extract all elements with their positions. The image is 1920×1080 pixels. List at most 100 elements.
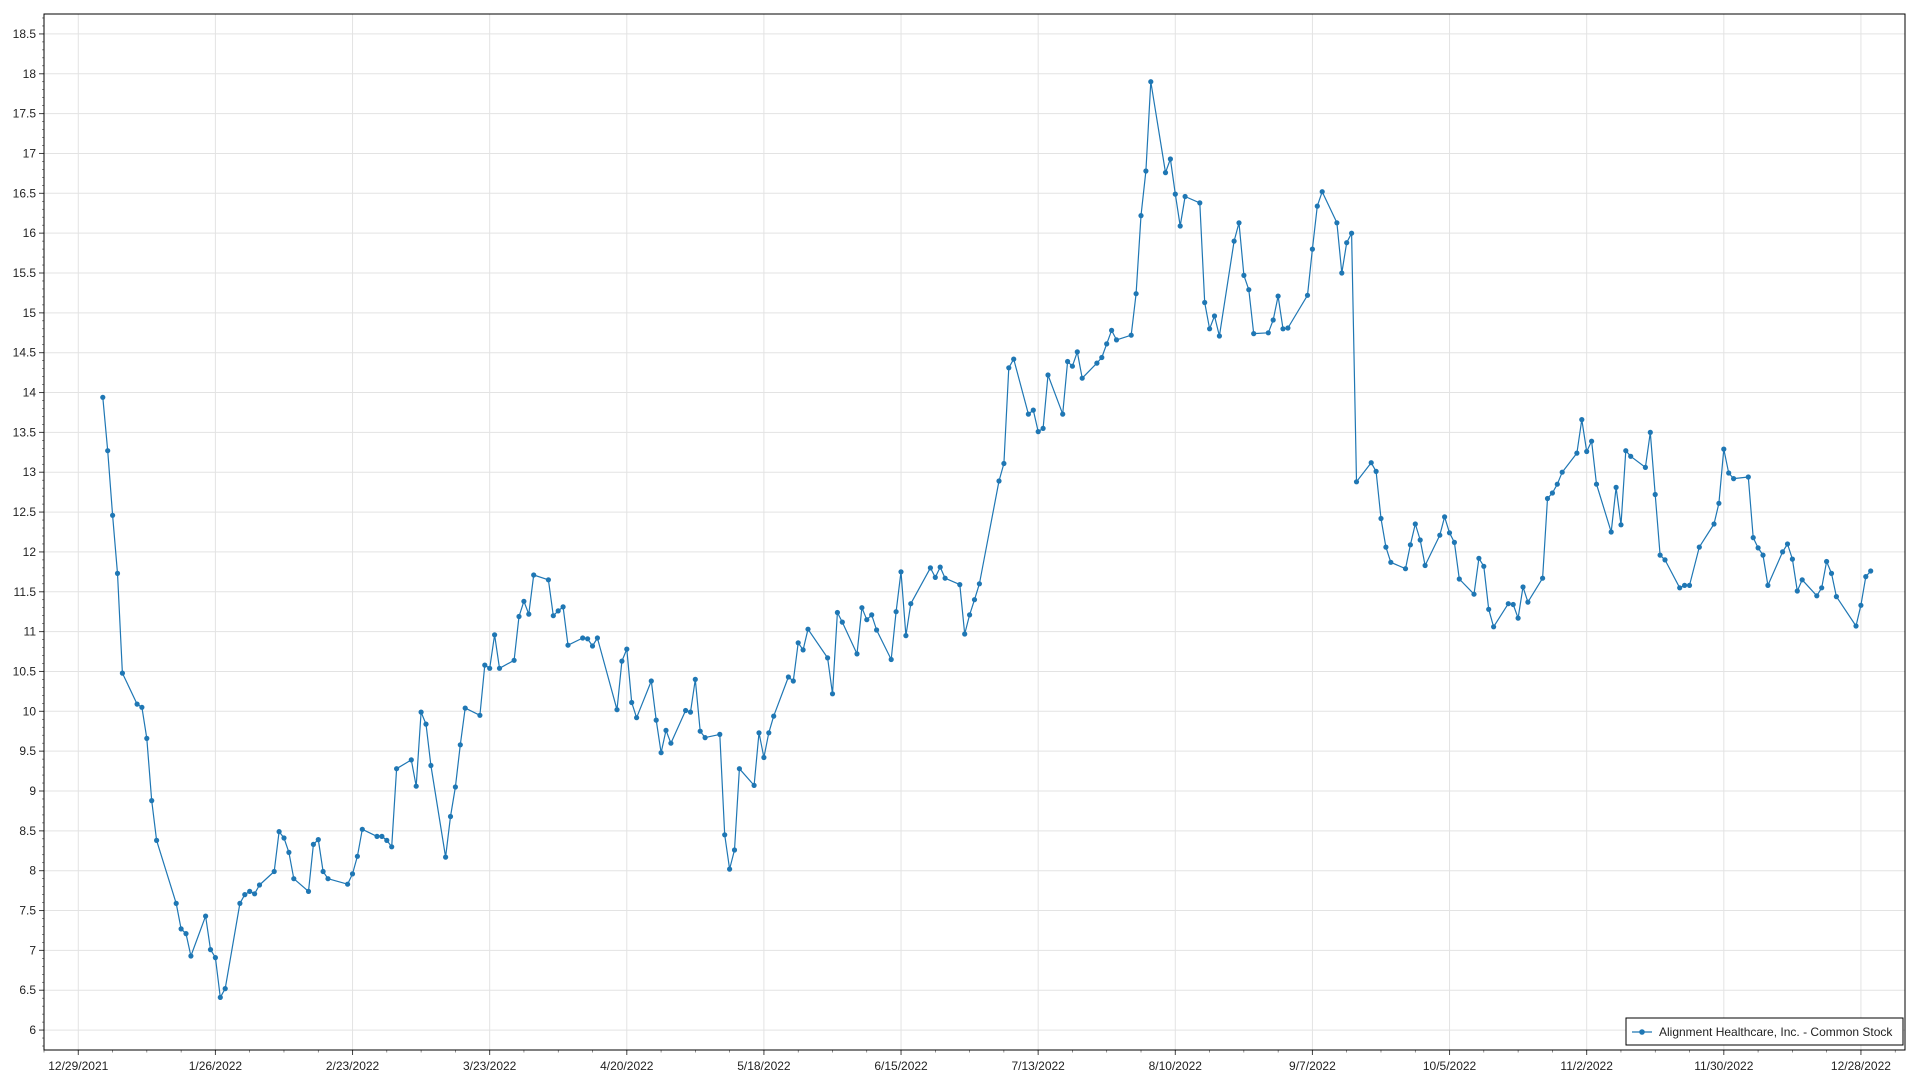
data-point: [976, 581, 983, 587]
data-point: [957, 582, 963, 588]
x-tick-label: 6/15/2022: [874, 1059, 928, 1073]
data-point: [1559, 469, 1565, 475]
data-point: [1216, 333, 1222, 339]
data-point: [408, 757, 414, 763]
data-point: [1853, 623, 1859, 629]
data-point: [203, 913, 209, 919]
data-point: [1868, 568, 1874, 574]
data-point: [1618, 522, 1624, 528]
data-point: [188, 953, 194, 959]
data-point: [555, 608, 561, 614]
data-point: [1686, 582, 1693, 589]
data-point: [1652, 491, 1658, 498]
data-point: [1731, 476, 1737, 482]
data-point: [1799, 577, 1805, 583]
data-point: [800, 647, 806, 653]
data-point: [1589, 438, 1595, 444]
data-point: [516, 613, 522, 620]
data-point: [1696, 544, 1702, 550]
data-point: [771, 713, 777, 719]
data-point: [565, 642, 571, 648]
data-point: [482, 662, 488, 668]
data-point: [702, 735, 708, 741]
data-point: [854, 651, 860, 657]
data-point: [967, 612, 973, 618]
data-point: [1623, 448, 1629, 454]
data-point: [1388, 559, 1394, 565]
x-tick-label: 4/20/2022: [600, 1059, 654, 1073]
data-point: [898, 569, 904, 575]
data-point: [384, 837, 390, 844]
data-point: [134, 701, 140, 707]
data-point: [1476, 555, 1482, 561]
data-point: [1378, 515, 1384, 522]
data-point: [594, 635, 601, 641]
y-tick-label: 8: [29, 864, 36, 878]
data-point: [1045, 372, 1051, 378]
data-point: [281, 835, 287, 841]
y-tick-label: 14: [23, 386, 37, 400]
data-point: [932, 574, 938, 581]
data-point: [291, 876, 297, 882]
data-point: [110, 512, 116, 518]
data-point: [183, 931, 189, 937]
data-point: [1177, 223, 1183, 229]
x-tick-label: 8/10/2022: [1149, 1059, 1203, 1073]
data-point: [1285, 325, 1291, 331]
data-point: [271, 868, 277, 875]
x-tick-label: 5/18/2022: [737, 1059, 791, 1073]
data-point: [1143, 168, 1149, 174]
data-point: [805, 626, 811, 632]
data-point: [521, 598, 527, 604]
data-point: [1755, 545, 1761, 551]
data-point: [1828, 570, 1835, 577]
data-point: [389, 844, 395, 850]
data-point: [903, 633, 909, 639]
data-point: [1246, 287, 1252, 293]
data-point: [766, 730, 772, 736]
data-point: [325, 876, 331, 882]
data-point: [1437, 532, 1443, 538]
data-point: [1001, 460, 1007, 467]
data-point: [1446, 530, 1453, 536]
y-tick-label: 16.5: [13, 186, 37, 200]
data-point: [1824, 558, 1830, 565]
data-point: [452, 784, 458, 790]
data-point: [996, 478, 1002, 484]
data-point: [629, 699, 635, 706]
y-tick-label: 13: [23, 465, 37, 479]
data-point: [1794, 588, 1800, 594]
data-point: [1863, 574, 1869, 580]
data-point: [1726, 470, 1732, 476]
data-point: [550, 613, 556, 619]
y-tick-label: 18: [23, 67, 37, 81]
data-point: [379, 833, 385, 840]
data-point: [1417, 537, 1423, 543]
data-point: [1207, 326, 1213, 332]
data-point: [1162, 170, 1169, 176]
data-point: [937, 564, 943, 570]
data-point: [1128, 332, 1134, 338]
data-point: [785, 674, 792, 680]
y-tick-label: 15.5: [13, 266, 37, 280]
data-point: [1613, 484, 1619, 490]
y-tick-label: 9.5: [19, 744, 36, 758]
data-point: [1721, 446, 1727, 452]
data-point: [345, 881, 351, 887]
data-point: [893, 609, 899, 615]
data-point: [1094, 360, 1100, 366]
y-tick-label: 13.5: [13, 425, 37, 439]
data-point: [1682, 582, 1688, 589]
y-tick-label: 7: [29, 943, 36, 957]
data-point: [1750, 535, 1756, 541]
data-point: [462, 705, 468, 711]
data-point: [1520, 584, 1526, 590]
data-point: [349, 871, 356, 877]
data-point: [1040, 425, 1046, 431]
y-tick-label: 6: [29, 1023, 36, 1037]
y-tick-label: 12.5: [13, 505, 37, 519]
data-point: [457, 742, 463, 748]
data-point: [727, 866, 733, 872]
data-point: [1339, 270, 1345, 276]
